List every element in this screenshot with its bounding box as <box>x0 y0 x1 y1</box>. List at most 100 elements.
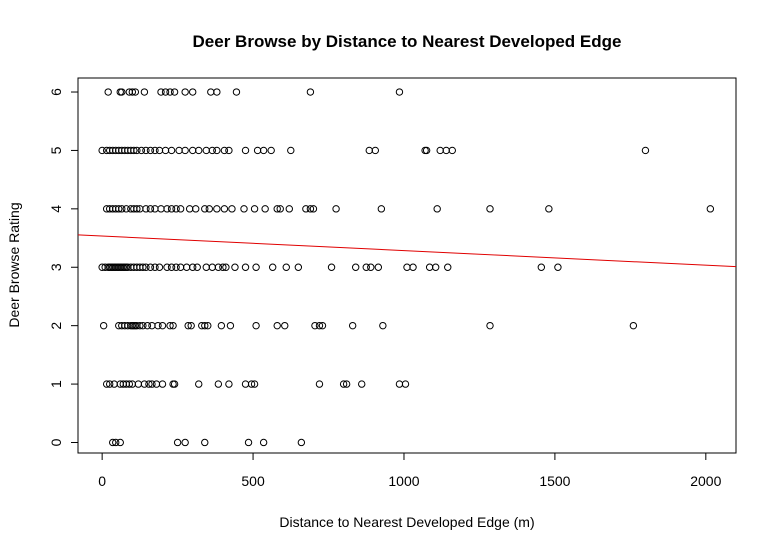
data-point <box>140 380 149 388</box>
data-point <box>241 380 250 388</box>
data-point <box>339 380 348 388</box>
data-point <box>161 146 170 155</box>
data-point <box>261 205 269 213</box>
y-tick-label: 4 <box>48 205 64 213</box>
data-point <box>267 146 275 155</box>
data-point <box>252 263 260 271</box>
data-point <box>142 263 150 271</box>
data-point <box>181 146 189 155</box>
data-point <box>217 321 226 330</box>
data-point <box>444 263 452 271</box>
data-point <box>208 146 217 155</box>
data-point <box>181 88 189 96</box>
data-point <box>554 263 562 271</box>
data-point <box>309 205 318 213</box>
data-point <box>167 146 176 155</box>
data-point <box>142 146 150 155</box>
data-point <box>155 146 164 155</box>
y-tick-label: 2 <box>48 322 64 330</box>
data-point <box>377 205 386 213</box>
data-point <box>169 321 177 330</box>
data-point <box>195 146 203 155</box>
data-point <box>231 263 239 271</box>
data-point <box>102 380 111 388</box>
data-point <box>163 205 171 213</box>
data-point <box>104 88 112 96</box>
data-point <box>201 205 209 213</box>
data-point <box>315 321 324 330</box>
data-point <box>409 263 417 271</box>
data-point <box>176 205 185 213</box>
data-point <box>294 263 303 271</box>
data-point <box>187 321 195 330</box>
data-point <box>214 380 223 388</box>
data-point <box>175 146 183 155</box>
data-point <box>158 321 167 330</box>
data-point <box>154 321 162 330</box>
data-point <box>166 88 174 96</box>
data-point <box>116 438 124 447</box>
data-point <box>151 205 159 213</box>
x-tick-label: 1500 <box>539 473 570 489</box>
x-tick-label: 1000 <box>388 473 419 489</box>
data-point <box>425 263 434 271</box>
data-point <box>133 205 141 213</box>
data-point <box>706 205 715 213</box>
data-point <box>225 380 233 388</box>
y-axis-label: Deer Browse Rating <box>6 202 22 327</box>
y-tick-label: 3 <box>48 263 64 271</box>
data-point <box>306 205 315 213</box>
data-point <box>401 380 410 388</box>
x-tick-label: 500 <box>241 473 265 489</box>
data-point <box>188 88 197 96</box>
data-point <box>225 146 233 155</box>
data-point <box>285 205 293 213</box>
data-point <box>152 380 161 388</box>
data-point <box>140 88 149 96</box>
data-point <box>348 321 357 330</box>
data-point <box>241 263 250 271</box>
data-point <box>282 263 290 271</box>
data-point <box>115 205 123 213</box>
data-point <box>158 380 167 388</box>
data-point <box>220 146 229 155</box>
data-point <box>130 146 138 155</box>
data-point <box>273 205 281 213</box>
data-point <box>182 263 191 271</box>
data-point <box>545 205 553 213</box>
data-point <box>371 146 380 155</box>
data-point <box>219 263 227 271</box>
chart-title: Deer Browse by Distance to Nearest Devel… <box>193 32 622 51</box>
y-tick-label: 6 <box>48 88 64 96</box>
data-point <box>170 380 179 388</box>
data-point <box>176 263 185 271</box>
data-point <box>137 146 146 155</box>
data-point <box>172 263 180 271</box>
data-point <box>148 380 156 388</box>
data-point <box>431 263 440 271</box>
data-point <box>342 380 351 388</box>
data-point <box>287 146 295 155</box>
data-point <box>105 380 114 388</box>
data-point <box>181 438 189 447</box>
data-point <box>486 205 494 213</box>
data-point <box>157 88 165 96</box>
data-point <box>202 146 210 155</box>
data-point <box>204 321 212 330</box>
data-point <box>110 380 118 388</box>
data-point <box>192 205 200 213</box>
x-tick-label: 0 <box>98 473 106 489</box>
data-point <box>112 438 120 447</box>
data-point <box>167 263 176 271</box>
data-point <box>139 263 147 271</box>
data-point <box>268 263 277 271</box>
data-point <box>202 263 210 271</box>
data-point <box>641 146 650 155</box>
data-point <box>395 380 404 388</box>
data-point <box>142 205 150 213</box>
data-point <box>166 321 174 330</box>
data-point <box>259 146 268 155</box>
data-point <box>205 205 213 213</box>
data-point <box>98 146 106 155</box>
data-point <box>170 88 179 96</box>
